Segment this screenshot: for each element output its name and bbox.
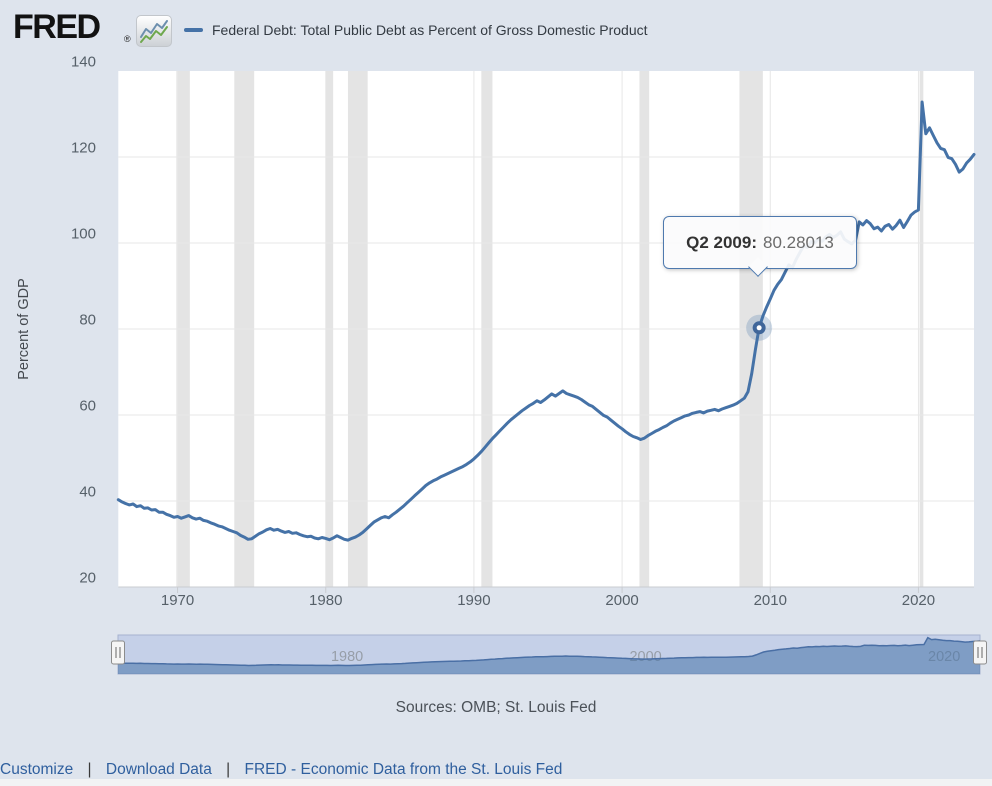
y-axis-label-80: 80 [79, 312, 96, 329]
customize-link[interactable]: Customize [0, 761, 74, 778]
y-axis-label-40: 40 [79, 484, 96, 501]
y-axis-label-120: 120 [71, 140, 96, 157]
tooltip-period: Q2 2009: [686, 232, 757, 252]
x-axis-label-2020: 2020 [902, 592, 935, 609]
fred-logo-text: FRED [13, 8, 101, 46]
navigator-area [118, 637, 980, 674]
y-axis-title: Percent of GDP [16, 278, 32, 380]
line-chart-icon [136, 15, 172, 47]
sources-note: Sources: OMB; St. Louis Fed [395, 699, 597, 716]
tooltip: Q2 2009: 80.28013 [663, 216, 857, 277]
tooltip-value: 80.28013 [762, 232, 834, 252]
bottom-strip [0, 779, 992, 786]
registered-mark: ® [124, 34, 131, 44]
fred-home-link[interactable]: FRED - Economic Data from the St. Louis … [244, 761, 563, 778]
navigator-left-handle[interactable] [111, 640, 125, 665]
tooltip-marker [752, 321, 766, 335]
navigator-outline [117, 636, 981, 667]
x-axis-label-1970: 1970 [161, 592, 194, 609]
navigator-right-handle[interactable] [973, 640, 987, 665]
x-axis-label-1980: 1980 [309, 592, 342, 609]
y-axis-label-60: 60 [79, 398, 96, 415]
x-axis-label-2010: 2010 [754, 592, 787, 609]
x-axis-label-1990: 1990 [457, 592, 490, 609]
y-axis-label-20: 20 [79, 570, 96, 587]
download-data-link[interactable]: Download Data [105, 761, 212, 778]
footer-links: Customize | Download Data | FRED - Econo… [0, 761, 562, 779]
x-axis-label-2000: 2000 [605, 592, 638, 609]
y-axis-label-100: 100 [71, 226, 96, 243]
legend-label: Federal Debt: Total Public Debt as Perce… [212, 22, 648, 38]
separator: | [87, 761, 92, 778]
legend-line-sample [184, 28, 203, 32]
separator: | [226, 761, 231, 778]
navigator-label-1980: 1980 [331, 649, 363, 665]
y-axis-label-140: 140 [71, 54, 96, 71]
